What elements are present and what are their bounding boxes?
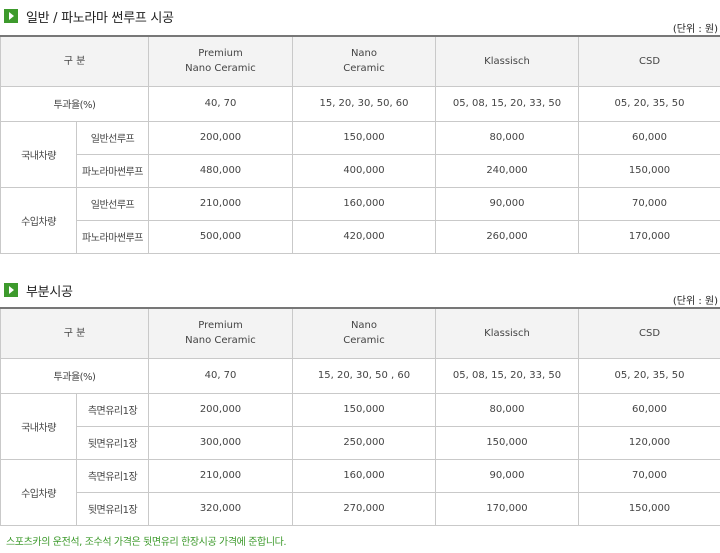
- row-name: 파노라마썬루프: [76, 219, 149, 254]
- table-row: 뒷면유리1장 320,000 270,000 170,000 150,000: [1, 491, 720, 526]
- price-premium: 200,000: [148, 120, 293, 155]
- row-name: 측면유리1장: [76, 392, 149, 427]
- header-nano-line2: Ceramic: [343, 63, 385, 75]
- section1-unit: (단위 : 원): [672, 24, 718, 35]
- domestic-label: 국내차량: [0, 392, 77, 460]
- header-division: 구 분: [0, 35, 149, 87]
- price-premium: 210,000: [148, 186, 293, 221]
- imported-label: 수입차량: [0, 186, 77, 254]
- table-header-row: 구 분 Premium Nano Ceramic Nano Ceramic Kl…: [0, 35, 720, 87]
- price-csd: 170,000: [578, 219, 720, 254]
- row-name: 파노라마썬루프: [76, 153, 149, 188]
- price-premium: 500,000: [148, 219, 293, 254]
- transmittance-label: 투과율(%): [0, 85, 149, 122]
- header-nano: Nano Ceramic: [292, 307, 436, 359]
- price-csd: 120,000: [578, 425, 720, 460]
- transmittance-premium: 40, 70: [148, 357, 293, 394]
- price-klassisch: 80,000: [435, 392, 579, 427]
- price-klassisch: 170,000: [435, 491, 579, 526]
- table-row: 파노라마썬루프 480,000 400,000 240,000 150,000: [1, 153, 720, 188]
- price-premium: 320,000: [148, 491, 293, 526]
- table-row: 국내차량 일반선루프 200,000 150,000 80,000 60,000: [0, 120, 720, 188]
- price-premium: 200,000: [148, 392, 293, 427]
- arrow-right-icon: [4, 9, 18, 23]
- section1-heading: 일반 / 파노라마 썬루프 시공: [0, 6, 174, 26]
- price-premium: 300,000: [148, 425, 293, 460]
- price-nano: 160,000: [292, 458, 436, 493]
- header-nano-line1: Nano: [350, 320, 378, 332]
- section1-price-table: 구 분 Premium Nano Ceramic Nano Ceramic Kl…: [0, 35, 720, 254]
- price-csd: 150,000: [578, 491, 720, 526]
- header-nano-line1: Nano: [350, 48, 378, 60]
- transmittance-klassisch: 05, 08, 15, 20, 33, 50: [435, 357, 579, 394]
- row-name: 뒷면유리1장: [76, 425, 149, 460]
- price-nano: 270,000: [292, 491, 436, 526]
- header-klassisch: Klassisch: [435, 307, 579, 359]
- transmittance-nano: 15, 20, 30, 50 , 60: [292, 357, 436, 394]
- price-csd: 150,000: [578, 153, 720, 188]
- header-division: 구 분: [0, 307, 149, 359]
- price-nano: 420,000: [292, 219, 436, 254]
- price-nano: 400,000: [292, 153, 436, 188]
- price-nano: 160,000: [292, 186, 436, 221]
- footnote: 스포츠카의 운전석, 조수석 가격은 뒷면유리 한장시공 가격에 준합니다.: [6, 537, 287, 548]
- price-csd: 70,000: [578, 186, 720, 221]
- table-row: 수입차량 측면유리1장 210,000 160,000 90,000 70,00…: [0, 458, 720, 526]
- imported-label: 수입차량: [0, 458, 77, 526]
- price-klassisch: 90,000: [435, 458, 579, 493]
- header-nano: Nano Ceramic: [292, 35, 436, 87]
- price-nano: 150,000: [292, 120, 436, 155]
- transmittance-premium: 40, 70: [148, 85, 293, 122]
- table-row: 국내차량 측면유리1장 200,000 150,000 80,000 60,00…: [0, 392, 720, 460]
- table-row: 수입차량 일반선루프 210,000 160,000 90,000 70,000: [0, 186, 720, 254]
- section2-unit: (단위 : 원): [672, 296, 718, 307]
- header-nano-line2: Ceramic: [343, 335, 385, 347]
- price-csd: 60,000: [578, 392, 720, 427]
- header-premium-line2: Nano Ceramic: [185, 335, 256, 347]
- transmittance-klassisch: 05, 08, 15, 20, 33, 50: [435, 85, 579, 122]
- price-nano: 150,000: [292, 392, 436, 427]
- transmittance-nano: 15, 20, 30, 50, 60: [292, 85, 436, 122]
- price-csd: 60,000: [578, 120, 720, 155]
- domestic-label: 국내차량: [0, 120, 77, 188]
- price-csd: 70,000: [578, 458, 720, 493]
- table-header-row: 구 분 Premium Nano Ceramic Nano Ceramic Kl…: [0, 307, 720, 359]
- section2-heading: 부분시공: [0, 280, 73, 300]
- header-csd: CSD: [578, 35, 720, 87]
- arrow-right-icon: [4, 283, 18, 297]
- header-klassisch: Klassisch: [435, 35, 579, 87]
- header-premium: Premium Nano Ceramic: [148, 307, 293, 359]
- price-klassisch: 90,000: [435, 186, 579, 221]
- header-premium-line1: Premium: [198, 48, 243, 60]
- transmittance-label: 투과율(%): [0, 357, 149, 394]
- transmittance-csd: 05, 20, 35, 50: [578, 85, 720, 122]
- table-row: 파노라마썬루프 500,000 420,000 260,000 170,000: [1, 219, 720, 254]
- price-nano: 250,000: [292, 425, 436, 460]
- header-premium-line2: Nano Ceramic: [185, 63, 256, 75]
- transmittance-row: 투과율(%) 40, 70 15, 20, 30, 50 , 60 05, 08…: [0, 357, 720, 394]
- row-name: 뒷면유리1장: [76, 491, 149, 526]
- price-premium: 210,000: [148, 458, 293, 493]
- header-premium-line1: Premium: [198, 320, 243, 332]
- price-premium: 480,000: [148, 153, 293, 188]
- price-klassisch: 260,000: [435, 219, 579, 254]
- price-klassisch: 150,000: [435, 425, 579, 460]
- row-name: 일반선루프: [76, 120, 149, 155]
- header-premium: Premium Nano Ceramic: [148, 35, 293, 87]
- price-klassisch: 240,000: [435, 153, 579, 188]
- transmittance-csd: 05, 20, 35, 50: [578, 357, 720, 394]
- section2-price-table: 구 분 Premium Nano Ceramic Nano Ceramic Kl…: [0, 307, 720, 526]
- header-csd: CSD: [578, 307, 720, 359]
- table-row: 뒷면유리1장 300,000 250,000 150,000 120,000: [1, 425, 720, 460]
- row-name: 측면유리1장: [76, 458, 149, 493]
- row-name: 일반선루프: [76, 186, 149, 221]
- transmittance-row: 투과율(%) 40, 70 15, 20, 30, 50, 60 05, 08,…: [0, 85, 720, 122]
- section2-title: 부분시공: [26, 284, 73, 300]
- price-klassisch: 80,000: [435, 120, 579, 155]
- section1-title: 일반 / 파노라마 썬루프 시공: [26, 10, 174, 26]
